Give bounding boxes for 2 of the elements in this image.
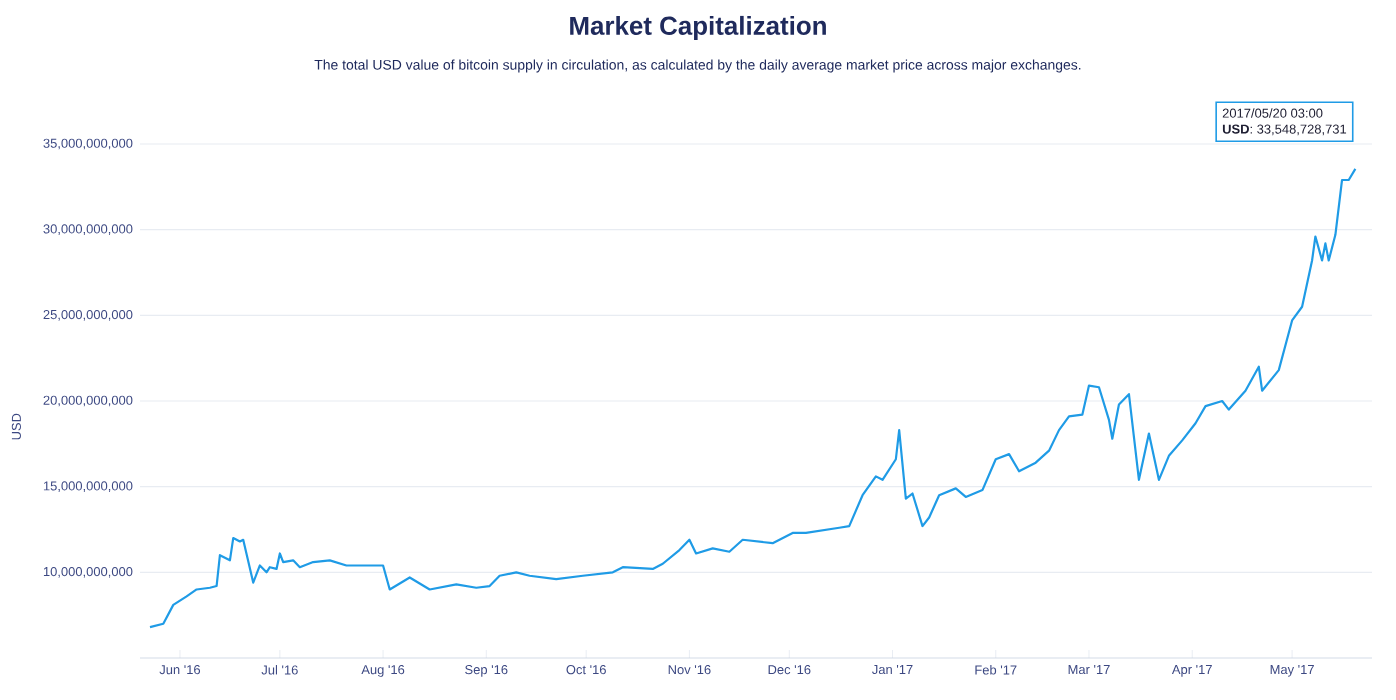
chart-title: Market Capitalization	[570, 15, 826, 41]
line-series	[148, 167, 1357, 629]
